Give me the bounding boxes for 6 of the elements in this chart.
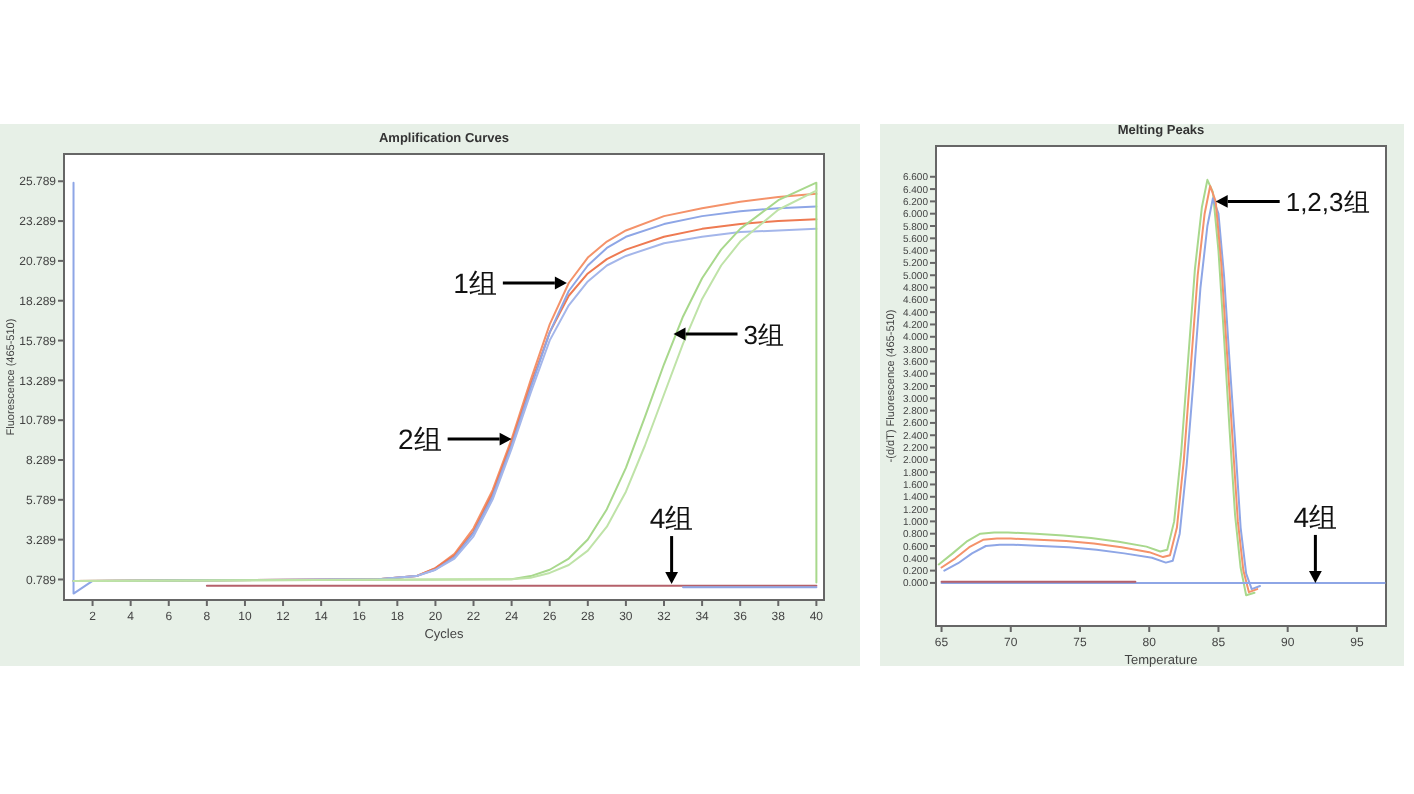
annotation: 3组 bbox=[743, 319, 784, 350]
annotation: 2组 bbox=[398, 423, 442, 456]
annotation: 4组 bbox=[1293, 500, 1338, 533]
annotation: 4组 bbox=[649, 502, 694, 535]
annotation: 1组 bbox=[453, 267, 497, 300]
annotation: 1,2,3组 bbox=[1285, 187, 1370, 218]
